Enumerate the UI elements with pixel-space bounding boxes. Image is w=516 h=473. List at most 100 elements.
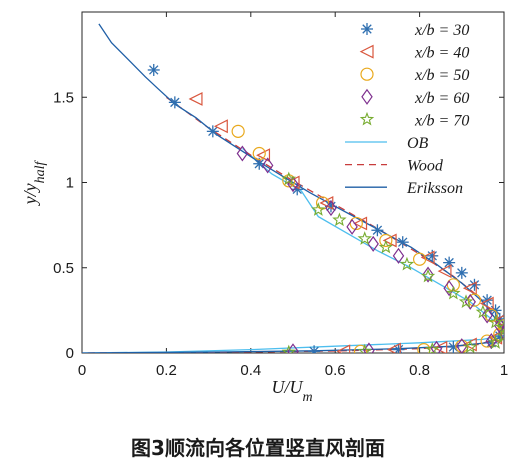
- data-point: [420, 250, 435, 265]
- data-point-shape: [446, 285, 461, 300]
- data-point: [311, 202, 326, 216]
- data-point: [496, 328, 504, 343]
- legend-marker: [361, 23, 373, 35]
- data-point-shape: [282, 174, 296, 188]
- data-point: [188, 91, 203, 106]
- data-point-stroke: [427, 251, 437, 261]
- data-point: [481, 307, 493, 324]
- legend-marker: [359, 111, 375, 126]
- data-point-shape: [332, 212, 347, 227]
- data-point: [492, 314, 504, 327]
- data-point: [399, 256, 415, 271]
- data-point: [281, 344, 296, 353]
- data-point: [379, 233, 393, 248]
- data-point: [468, 278, 481, 291]
- data-point-shape: [379, 233, 393, 248]
- data-point: [443, 280, 455, 297]
- data-point-shape: [458, 294, 474, 308]
- data-point: [206, 125, 219, 138]
- data-point: [392, 343, 405, 353]
- data-point-shape: [392, 247, 405, 264]
- data-point-shape: [261, 157, 274, 174]
- data-point-shape: [399, 256, 415, 271]
- data-point: [282, 174, 296, 188]
- series-x-b-50: [231, 124, 504, 353]
- legend-label: x/b = 40: [414, 45, 469, 62]
- data-point-shape: [433, 340, 448, 353]
- y-axis-label: y/yhalf: [20, 160, 48, 207]
- legend-marker-shape: [359, 44, 374, 59]
- data-point: [281, 171, 296, 186]
- data-point: [213, 119, 228, 134]
- data-point-stroke: [170, 97, 180, 108]
- figure-caption: 图3顺流向各位置竖直风剖面: [131, 436, 385, 460]
- data-point-shape: [336, 344, 351, 353]
- data-point: [426, 249, 439, 262]
- data-point: [443, 256, 456, 269]
- x-tick-label: 1: [500, 362, 508, 379]
- data-point-stroke: [457, 268, 467, 278]
- data-point-shape: [357, 231, 372, 245]
- data-point-shape: [367, 235, 379, 252]
- data-point-shape: [488, 335, 503, 349]
- data-point: [357, 231, 372, 245]
- series-x-b-70: [281, 171, 504, 353]
- data-point: [417, 342, 431, 353]
- data-point-stroke: [149, 65, 159, 75]
- data-point: [488, 335, 503, 349]
- data-point-shape: [492, 314, 504, 327]
- data-point-shape: [188, 91, 203, 106]
- data-point-shape: [496, 328, 504, 343]
- legend-label: Wood: [407, 158, 444, 175]
- data-point: [413, 252, 427, 266]
- data-point: [475, 304, 491, 319]
- data-point-stroke: [398, 237, 408, 247]
- data-point-shape: [443, 280, 455, 297]
- legend-marker-shape: [360, 67, 374, 81]
- plot-area: [82, 23, 504, 353]
- series-x-b-60: [236, 145, 504, 353]
- legend-label: x/b = 70: [414, 112, 469, 129]
- data-point-stroke: [292, 184, 302, 195]
- data-point: [458, 294, 474, 308]
- data-point: [349, 216, 363, 231]
- data-point: [425, 342, 440, 353]
- data-point: [371, 224, 384, 237]
- data-point-shape: [479, 296, 494, 311]
- y-tick-label: 1: [66, 175, 74, 192]
- y-tick-label: 0.5: [53, 260, 74, 277]
- data-point: [332, 212, 347, 227]
- legend-marker-shape: [361, 88, 373, 105]
- data-point: [488, 314, 503, 329]
- legend-marker-stroke: [362, 24, 372, 34]
- data-point: [455, 266, 468, 279]
- data-point-stroke: [208, 126, 218, 137]
- data-point-shape: [386, 342, 401, 353]
- data-point-stroke: [372, 225, 383, 235]
- legend-label: x/b = 60: [414, 90, 469, 107]
- data-point: [325, 200, 337, 217]
- x-tick-label: 0.4: [240, 362, 261, 379]
- data-point: [147, 63, 160, 76]
- data-point-stroke: [326, 201, 336, 212]
- data-point: [353, 216, 368, 231]
- y-tick-label: 0: [66, 345, 74, 362]
- data-point-shape: [378, 239, 394, 254]
- data-point: [357, 343, 372, 353]
- data-point-shape: [325, 200, 337, 217]
- data-point: [456, 338, 468, 353]
- data-point: [168, 96, 181, 109]
- data-point-stroke: [469, 280, 480, 290]
- data-point: [367, 235, 379, 252]
- data-point: [392, 247, 405, 264]
- series-line-wood: [82, 96, 504, 353]
- data-point: [353, 344, 368, 353]
- x-tick-label: 0.8: [409, 362, 430, 379]
- legend-marker: [359, 44, 374, 59]
- data-point: [463, 339, 478, 353]
- legend-label: OB: [407, 135, 429, 152]
- x-tick-label: 0.6: [325, 362, 346, 379]
- legend-marker-shape: [359, 111, 375, 126]
- legend-marker: [361, 88, 373, 105]
- data-point-shape: [425, 342, 440, 353]
